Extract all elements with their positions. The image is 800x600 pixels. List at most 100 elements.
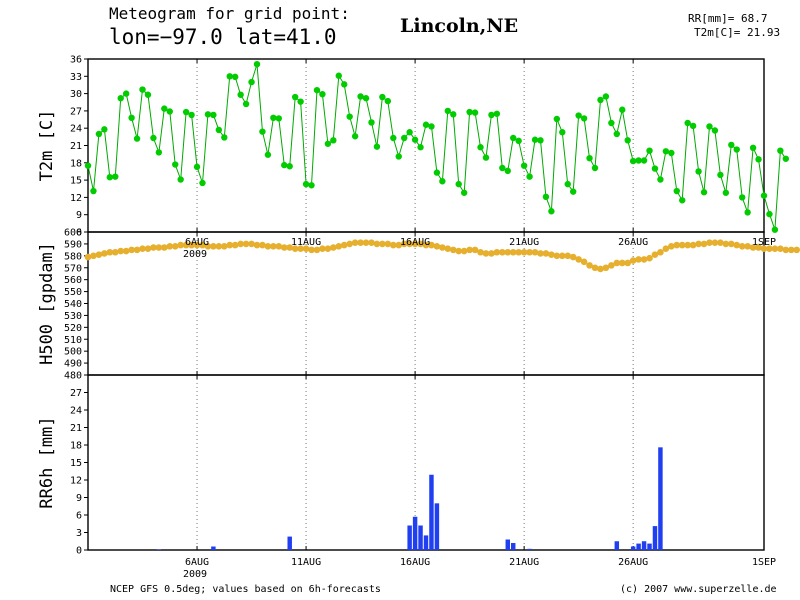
x-tick-label-rr: 21AUG [509,557,539,568]
t2m-point [248,78,255,86]
rr6h-bar [418,525,423,550]
t2m-point [417,144,424,151]
h500-point [608,262,615,269]
t2m-point [379,93,386,101]
h500-point [602,264,610,272]
h500-point [629,257,637,264]
t2m-point [717,171,724,179]
location-name: Lincoln,NE [400,15,519,37]
t2m-point [362,95,370,102]
h500-point [499,248,506,256]
h500-point [548,251,555,258]
y-tick-label: 12 [70,193,82,204]
t2m-point [264,151,272,158]
t2m-point [182,108,190,116]
x-tick-label-h500: 16AUG [400,237,430,248]
t2m-point [624,137,631,144]
x-tick-label-rr: 1SEP [752,557,776,568]
rr6h-bar [647,543,652,550]
t2m-point [357,93,364,100]
t2m-point [406,129,413,136]
h500-point [259,241,266,249]
h500-point [362,239,370,247]
h500-point [591,264,599,272]
h500-point [395,241,403,249]
t2m-point [373,143,381,150]
t2m-point [455,180,462,188]
h500-point [749,244,757,251]
x-tick-year-rr: 2009 [183,569,207,580]
t2m-point [782,155,790,162]
y-tick-label: 560 [64,275,82,286]
t2m-point [139,86,146,93]
t2m-point [150,134,157,142]
h500-point [330,244,337,251]
h500-point [144,245,152,252]
h500-point [618,259,626,267]
rr6h-bar [211,546,216,550]
y-tick-label: 3 [76,528,82,539]
t2m-point [302,180,310,188]
rr6h-bar [630,546,636,550]
t2m-point [215,126,223,134]
y-tick-label: 570 [64,263,82,274]
h500-point [580,258,588,266]
t2m-point [450,111,457,118]
t2m-point [253,60,261,68]
t2m-point [548,208,555,215]
h500-point [237,240,244,248]
t2m-point [760,192,768,199]
rr6h-bar [614,541,620,550]
h500-point [210,243,217,250]
h500-point [569,253,577,261]
rr6h-bar [636,543,641,550]
h500-point [564,252,572,260]
h500-point [177,241,184,249]
y-tick-label: 500 [64,347,82,358]
y-tick-label: 6 [76,228,82,239]
h500-point [575,256,582,263]
rr6h-bar [423,535,429,550]
rr6h-bar [505,539,510,550]
h500-point [204,243,212,250]
t2m-point [749,144,757,152]
h500-point [242,240,250,248]
h500-point [515,248,522,256]
title-line-1: Meteogram for grid point: [109,4,350,23]
h500-point [558,252,566,260]
h500-point [220,243,228,250]
h500-point [106,248,114,256]
h500-point [493,248,501,256]
h500-point [482,250,490,257]
rr6h-bar [652,526,658,550]
h500-point [253,241,261,249]
h500-point [280,244,288,251]
h500-point [771,245,779,252]
t2m-point [744,209,751,216]
h500-point [635,256,642,263]
t2m-point [210,111,217,119]
y-tick-label: 490 [64,359,82,370]
t2m-point [231,73,239,81]
x-tick-label-h500: 1SEP [752,237,776,248]
t2m-line [87,64,787,230]
h500-point [678,241,686,249]
t2m-point [259,128,266,135]
t2m-point [433,169,441,176]
h500-point [760,245,768,252]
t2m-point [400,134,408,142]
rr6h-bar [641,541,647,550]
t2m-point [602,93,610,100]
t2m-point [411,136,419,143]
y-tick-label: 9 [76,493,82,504]
h500-point [101,250,108,257]
t2m-point [586,154,593,162]
h500-point [711,239,719,247]
t2m-point [384,97,392,105]
t2m-point [270,114,277,122]
t2m-point [117,95,124,102]
t2m-point [390,134,397,142]
t2m-point [771,226,779,233]
h500-point [291,245,299,252]
y-tick-label: 9 [76,210,82,221]
